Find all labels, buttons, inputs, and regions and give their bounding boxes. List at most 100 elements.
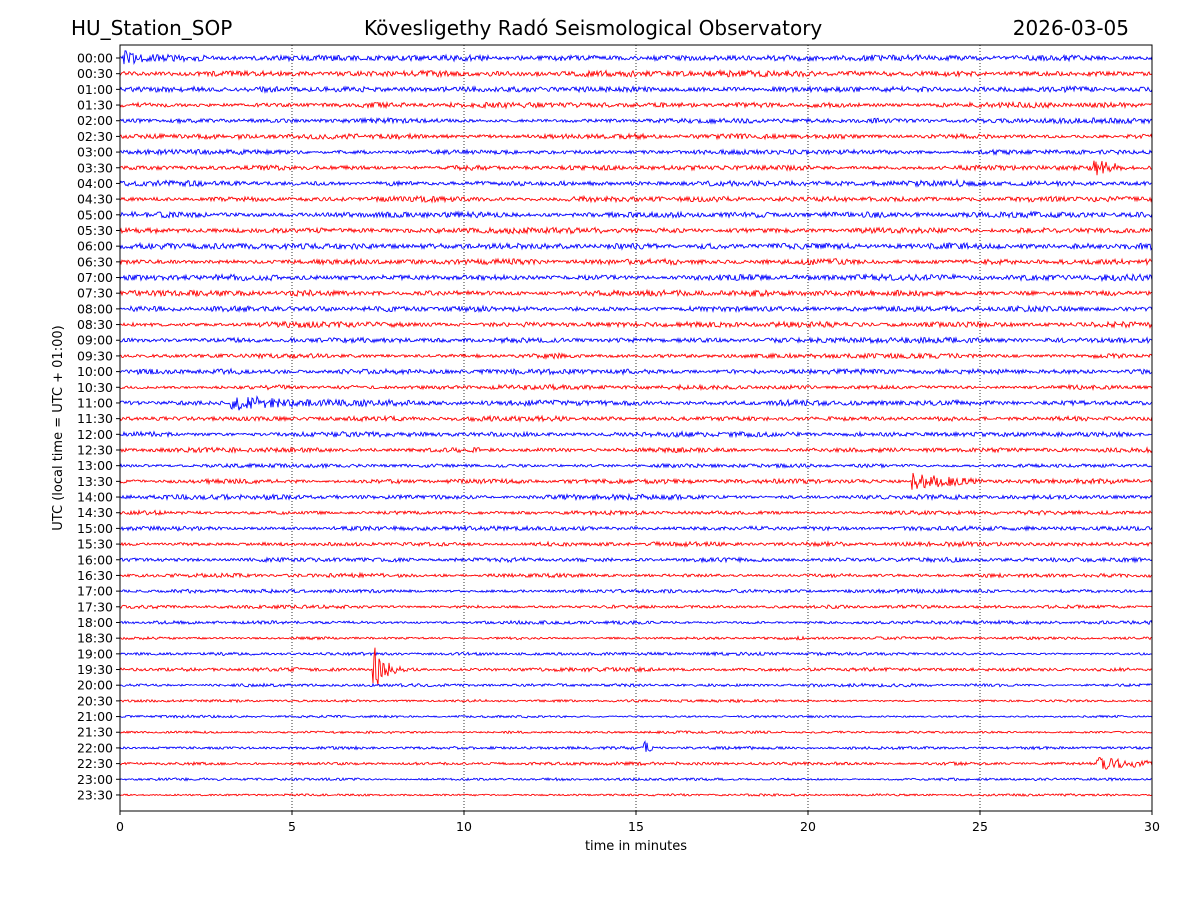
trace-0930: [119, 352, 1153, 360]
trace-2230: [119, 756, 1153, 770]
trace-1830: [119, 635, 1153, 641]
y-tick-label: 11:30: [77, 411, 113, 426]
y-tick-label: 03:00: [77, 145, 113, 160]
y-tick-label: 04:30: [77, 192, 113, 207]
y-tick-label: 10:30: [77, 380, 113, 395]
trace-0500: [119, 210, 1153, 219]
trace-2030: [119, 698, 1153, 704]
y-tick-label: 20:00: [77, 678, 113, 693]
y-tick-label: 13:00: [77, 458, 113, 473]
trace-1630: [119, 571, 1153, 579]
trace-0030: [119, 68, 1153, 79]
y-tick-label: 16:00: [77, 552, 113, 567]
y-tick-label: 02:00: [77, 113, 113, 128]
trace-2100: [119, 714, 1153, 719]
y-tick-label: 12:00: [77, 427, 113, 442]
trace-0300: [119, 148, 1153, 157]
traces-layer: [119, 50, 1153, 797]
y-tick-label: 16:30: [77, 568, 113, 583]
y-tick-label: 14:00: [77, 490, 113, 505]
trace-0900: [119, 336, 1153, 345]
trace-1930: [119, 647, 1153, 686]
trace-2000: [119, 682, 1153, 689]
trace-0600: [119, 241, 1153, 251]
y-ticks: 00:0000:3001:0001:3002:0002:3003:0003:30…: [77, 51, 120, 802]
trace-0530: [119, 226, 1153, 235]
y-tick-label: 23:00: [77, 772, 113, 787]
grid-lines: [291, 45, 981, 811]
trace-1300: [119, 462, 1153, 469]
x-axis-label: time in minutes: [585, 839, 687, 854]
trace-0100: [119, 85, 1153, 94]
x-tick-label: 5: [288, 819, 296, 834]
y-axis-label: UTC (local time = UTC + 01:00): [51, 325, 66, 530]
x-tick-label: 20: [800, 819, 816, 834]
trace-0430: [119, 194, 1153, 204]
trace-0830: [119, 320, 1153, 329]
x-ticks: 0 5 10 15 20 25 30: [116, 811, 1160, 834]
y-tick-label: 18:00: [77, 615, 113, 630]
y-tick-label: 00:00: [77, 51, 113, 66]
y-tick-label: 01:30: [77, 98, 113, 113]
y-tick-label: 07:00: [77, 270, 113, 285]
x-tick-label: 15: [628, 819, 644, 834]
trace-1230: [119, 446, 1153, 454]
y-tick-label: 12:30: [77, 443, 113, 458]
trace-1030: [119, 383, 1153, 392]
y-tick-label: 11:00: [77, 395, 113, 410]
trace-0700: [119, 272, 1153, 283]
trace-0000: [119, 50, 1153, 65]
y-tick-label: 05:30: [77, 223, 113, 238]
y-tick-label: 21:00: [77, 709, 113, 724]
trace-1730: [119, 603, 1153, 610]
trace-1100: [119, 395, 1153, 411]
y-tick-label: 22:30: [77, 756, 113, 771]
record-date: 2026-03-05: [1012, 16, 1129, 40]
y-tick-label: 01:00: [77, 82, 113, 97]
trace-2200: [119, 740, 1153, 752]
trace-0130: [119, 100, 1153, 110]
trace-1500: [119, 524, 1153, 532]
y-tick-label: 09:30: [77, 348, 113, 363]
y-tick-label: 19:00: [77, 646, 113, 661]
trace-2130: [119, 730, 1153, 735]
y-tick-label: 14:30: [77, 505, 113, 520]
y-tick-label: 06:00: [77, 239, 113, 254]
trace-2330: [119, 792, 1153, 797]
trace-1900: [119, 650, 1153, 657]
x-tick-label: 25: [972, 819, 988, 834]
trace-1400: [119, 492, 1153, 502]
trace-0800: [119, 304, 1153, 314]
trace-0400: [119, 178, 1153, 188]
trace-0730: [119, 288, 1153, 298]
station-name: HU_Station_SOP: [71, 16, 233, 40]
y-tick-label: 15:30: [77, 537, 113, 552]
y-tick-label: 06:30: [77, 254, 113, 269]
y-tick-label: 08:30: [77, 317, 113, 332]
trace-0630: [119, 257, 1153, 267]
x-tick-label: 30: [1144, 819, 1160, 834]
y-tick-label: 19:30: [77, 662, 113, 677]
y-tick-label: 17:30: [77, 599, 113, 614]
trace-0230: [119, 132, 1153, 141]
trace-1000: [119, 367, 1153, 376]
trace-1800: [119, 619, 1153, 626]
y-tick-label: 02:30: [77, 129, 113, 144]
y-tick-label: 22:00: [77, 740, 113, 755]
y-tick-label: 20:30: [77, 693, 113, 708]
trace-1430: [119, 509, 1153, 517]
trace-0330: [119, 160, 1153, 176]
y-tick-label: 03:30: [77, 160, 113, 175]
x-tick-label: 10: [456, 819, 472, 834]
observatory-title: Kövesligethy Radó Seismological Observat…: [364, 16, 823, 40]
trace-1530: [119, 540, 1153, 548]
y-tick-label: 10:00: [77, 364, 113, 379]
y-tick-label: 08:00: [77, 301, 113, 316]
trace-2300: [119, 776, 1153, 782]
y-tick-label: 18:30: [77, 631, 113, 646]
trace-1700: [119, 587, 1153, 595]
y-tick-label: 15:00: [77, 521, 113, 536]
trace-1330: [119, 472, 1153, 490]
y-tick-label: 07:30: [77, 286, 113, 301]
